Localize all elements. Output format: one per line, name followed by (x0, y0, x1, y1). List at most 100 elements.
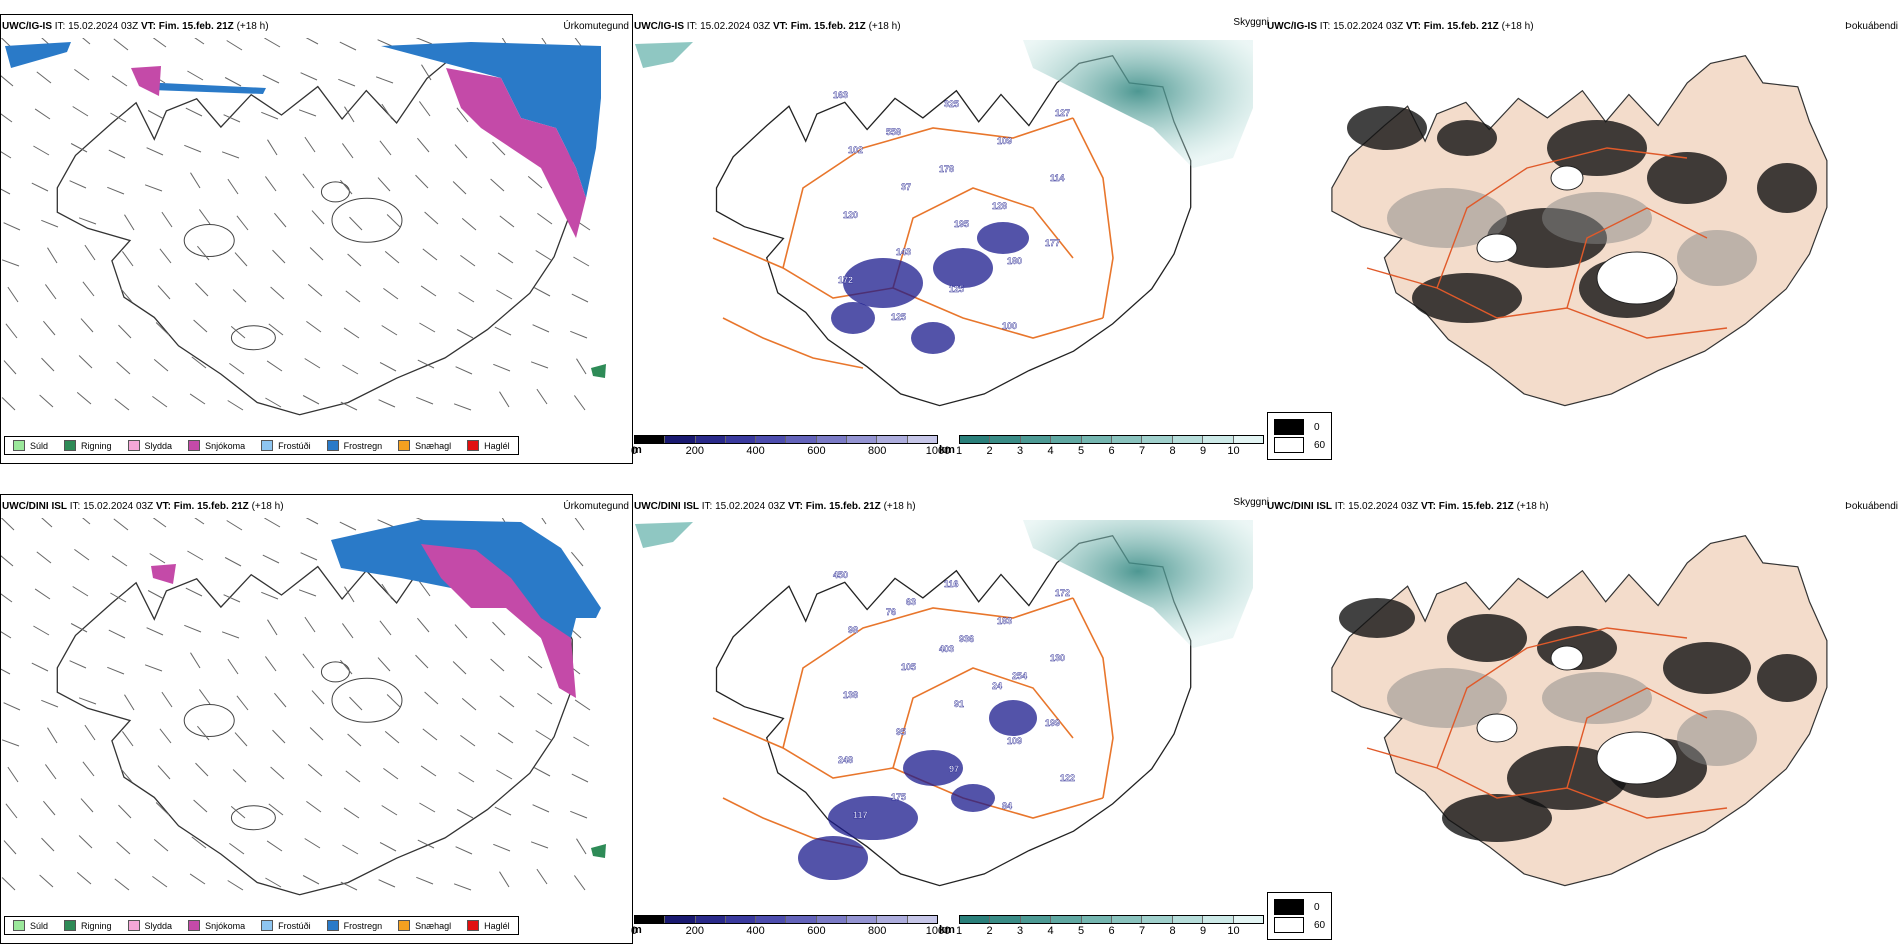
wind-barb (386, 694, 401, 708)
colorbar-ticks: 0 200 400 600 800 1000 (631, 924, 950, 937)
cloudbase-label: 84 (1002, 801, 1012, 811)
fog-index-area (1757, 654, 1817, 702)
colorbar-cell (1233, 916, 1264, 923)
wind-barb (107, 186, 125, 195)
low-cloud-area (989, 700, 1037, 736)
wind-barb (31, 182, 49, 192)
cloudbase-label: 125 (949, 284, 964, 294)
wind-barb (452, 181, 467, 195)
wind-barb (3, 222, 21, 231)
wind-barb (415, 174, 429, 189)
low-cloud-area (828, 796, 918, 840)
wind-barb (304, 838, 321, 849)
wind-barb (527, 656, 543, 669)
wind-barb (39, 394, 54, 408)
legend-item: Haglél (467, 440, 510, 451)
wind-barb (224, 557, 242, 567)
colorbar-tick: 200 (685, 925, 704, 937)
fog-index-area (1437, 120, 1497, 156)
wind-barb (227, 880, 244, 891)
wind-barb (347, 253, 362, 267)
wind-barb (232, 769, 247, 783)
wind-barb (345, 290, 361, 303)
wind-barb (573, 875, 586, 891)
wind-barb (493, 843, 511, 852)
wind-barb (490, 658, 505, 672)
wind-barb (82, 518, 91, 525)
wind-barb (191, 356, 207, 369)
wind-barb (111, 555, 128, 567)
wind-barb (496, 769, 513, 780)
colorbar-cell (1233, 436, 1264, 443)
colorbar-tick: 800 (868, 925, 887, 937)
wind-barb (152, 875, 168, 888)
wind-barb (419, 322, 436, 333)
legend-label: Rigning (81, 440, 112, 451)
wind-barb (5, 803, 18, 819)
colorbar-cell (786, 436, 817, 443)
wind-barb (496, 289, 513, 300)
legend-label: Frostúði (278, 920, 311, 931)
wind-barb (185, 107, 203, 117)
wind-barb (229, 362, 245, 375)
fog-legend-row: 0 (1274, 899, 1325, 915)
cloudbase-label: 63 (906, 597, 916, 607)
fog-index-area (1647, 152, 1727, 204)
low-cloud-area (843, 258, 923, 308)
fog-map (1331, 55, 1828, 407)
cloudbase-label: 325 (944, 99, 959, 109)
panel-header: UWC/DINI ISL IT: 15.02.2024 03Z VT: Fim.… (2, 501, 284, 512)
wind-barb (377, 519, 395, 528)
rain-area (591, 364, 606, 378)
wind-barb (232, 289, 247, 303)
colorbar-ticks: 0 200 400 600 800 1000 (631, 444, 950, 457)
wind-barb (190, 172, 201, 189)
wind-barb (33, 625, 50, 636)
wind-barb (570, 810, 588, 819)
wind-barb (499, 391, 510, 408)
legend-label: Snæhagl (415, 920, 452, 931)
wind-barb (118, 804, 132, 819)
colorbar-unit: m (632, 444, 642, 456)
cloudbase-label: 98 (848, 625, 858, 635)
colorbar-tick: 1000 (925, 445, 951, 457)
colorbar-tick: 6 (1108, 445, 1115, 457)
wind-barb (386, 214, 401, 228)
snow-area (421, 544, 576, 698)
wind-barb (116, 841, 131, 855)
glacier-outline (331, 197, 403, 243)
wind-barb (302, 395, 320, 405)
glacier-outline (320, 661, 350, 683)
wind-barb (379, 140, 392, 156)
cloudbase-label: 936 (959, 634, 974, 644)
wind-barb (270, 286, 285, 300)
wind-barb (108, 629, 126, 639)
wind-barb (415, 654, 429, 669)
wind-barb (541, 38, 547, 45)
visibility-colorbar: 1 2 3 4 5 6 7 8 9 10 km (939, 435, 1264, 457)
wind-barb (377, 177, 391, 192)
wind-barb (191, 836, 207, 849)
colorbar-cell (635, 916, 666, 923)
wind-barb (576, 358, 587, 375)
legend-item: Frostúði (261, 920, 311, 931)
wind-barb (80, 798, 94, 813)
wind-barb (147, 590, 165, 600)
visibility-map: 450 76 403 24 199 248 175 116 183 130 138 95 97 84 172… (635, 520, 1253, 887)
legend-label: Haglél (484, 920, 510, 931)
wind-barb (82, 38, 91, 45)
wind-barb (264, 38, 281, 48)
legend-label: Rigning (81, 920, 112, 931)
colorbar-ticks: 1 2 3 4 5 6 7 8 9 10 (956, 924, 1264, 937)
wind-barb (494, 806, 512, 816)
legend-swatch (467, 920, 480, 931)
cloudbase-label: 114 (1050, 173, 1065, 183)
low-cloud-area (977, 222, 1029, 254)
wind-barb (379, 362, 397, 372)
wind-barb (221, 151, 240, 159)
wind-barb (339, 521, 357, 531)
road (1436, 627, 1688, 769)
wind-barb (378, 399, 396, 408)
wind-barb (460, 254, 476, 267)
wind-barb (110, 592, 127, 603)
